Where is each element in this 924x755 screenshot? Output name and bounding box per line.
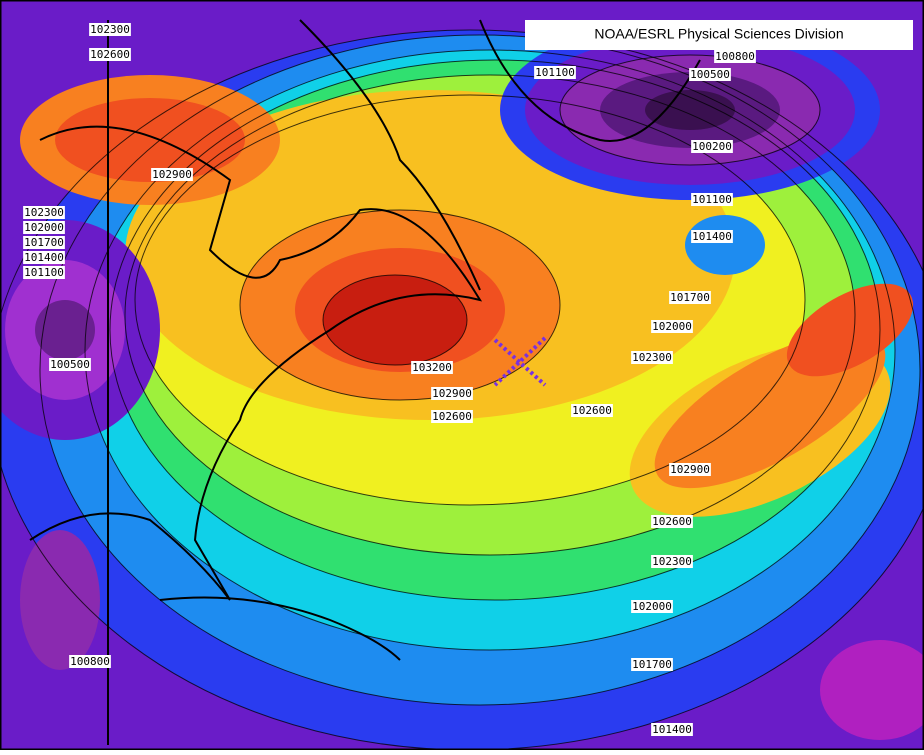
label-background: [571, 404, 613, 417]
contour-label: 102300: [652, 555, 692, 568]
label-background: [23, 206, 65, 219]
contour-label: 102900: [152, 168, 192, 181]
marker-x: [493, 336, 547, 387]
label-background: [23, 221, 65, 234]
contour-label: 100500: [690, 68, 730, 81]
label-background: [49, 358, 91, 371]
contour-label: 102900: [670, 463, 710, 476]
header-box: [525, 20, 913, 50]
label-background: [691, 193, 733, 206]
label-background: [631, 658, 673, 671]
contour-label: 102000: [652, 320, 692, 333]
contour-label: 101100: [692, 193, 732, 206]
header-title: NOAA/ESRL Physical Sciences Division: [594, 26, 843, 42]
label-background: [669, 463, 711, 476]
contour-label: 101700: [670, 291, 710, 304]
contour-label: 102600: [432, 410, 472, 423]
contour-label: 102000: [632, 600, 672, 613]
label-background: [534, 66, 576, 79]
contour-label: 102600: [90, 48, 130, 61]
label-background: [651, 515, 693, 528]
label-background: [23, 236, 65, 249]
contour-label: 100500: [50, 358, 90, 371]
label-background: [651, 723, 693, 736]
contour-label: 101400: [692, 230, 732, 243]
label-background: [431, 387, 473, 400]
contour-label: 102600: [652, 515, 692, 528]
label-background: [23, 251, 65, 264]
contour-labels: 102300 102600 101100 100800 100500 10020…: [23, 23, 756, 736]
contour-label: 102300: [90, 23, 130, 36]
contour-label: 102000: [24, 221, 64, 234]
label-background: [691, 140, 733, 153]
label-background: [151, 168, 193, 181]
label-background: [631, 351, 673, 364]
contour-label: 100800: [70, 655, 110, 668]
contour-label: 102600: [572, 404, 612, 417]
contour-label: 102300: [24, 206, 64, 219]
label-background: [89, 23, 131, 36]
label-background: [714, 50, 756, 63]
contour-label: 101700: [24, 236, 64, 249]
contour-label: 101100: [24, 266, 64, 279]
contour-label: 102900: [432, 387, 472, 400]
contour-label: 100800: [715, 50, 755, 63]
contour-label: 103200: [412, 361, 452, 374]
label-background: [669, 291, 711, 304]
contour-label: 101100: [535, 66, 575, 79]
contour-label: 101700: [632, 658, 672, 671]
coastlines: [29, 19, 701, 745]
label-background: [631, 600, 673, 613]
contour-label: 101400: [652, 723, 692, 736]
label-background: [89, 48, 131, 61]
label-background: [691, 230, 733, 243]
label-background: [431, 410, 473, 423]
label-background: [651, 320, 693, 333]
label-background: [689, 68, 731, 81]
label-background: [69, 655, 111, 668]
contour-label: 101400: [24, 251, 64, 264]
contour-label: 100200: [692, 140, 732, 153]
label-background: [651, 555, 693, 568]
contour-label: 102300: [632, 351, 672, 364]
label-background: [23, 266, 65, 279]
label-background: [411, 361, 453, 374]
